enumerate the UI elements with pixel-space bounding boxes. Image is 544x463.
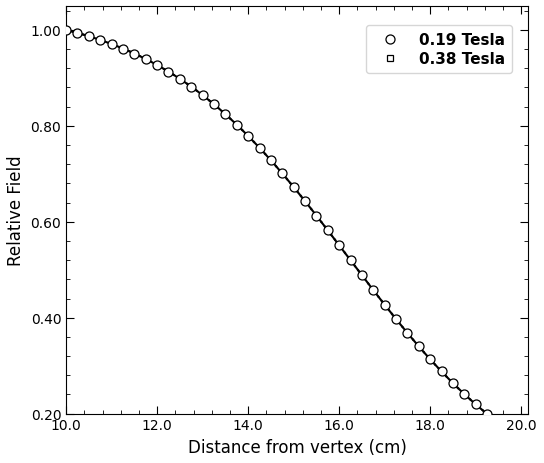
0.38 Tesla [518,436,524,441]
0.38 Tesla [256,146,263,151]
Legend: 0.19 Tesla, 0.38 Tesla: 0.19 Tesla, 0.38 Tesla [366,26,512,74]
0.19 Tesla [74,31,81,37]
0.19 Tesla [120,47,126,52]
0.38 Tesla [154,63,160,69]
Line: 0.38 Tesla: 0.38 Tesla [63,27,536,449]
0.19 Tesla [484,411,490,417]
0.38 Tesla [120,47,126,52]
0.38 Tesla [108,42,115,48]
Y-axis label: Relative Field: Relative Field [7,155,25,266]
0.38 Tesla [427,357,434,362]
0.19 Tesla [518,436,524,441]
0.19 Tesla [268,158,274,164]
0.19 Tesla [381,302,388,308]
0.19 Tesla [358,273,365,278]
0.19 Tesla [63,28,70,34]
0.38 Tesla [290,185,297,190]
0.38 Tesla [495,420,502,425]
0.19 Tesla [302,199,308,205]
0.19 Tesla [393,317,399,322]
0.19 Tesla [188,85,195,90]
0.38 Tesla [211,102,217,108]
0.19 Tesla [211,102,217,108]
0.38 Tesla [347,258,354,263]
0.38 Tesla [245,134,251,139]
0.19 Tesla [313,213,320,219]
0.19 Tesla [472,401,479,407]
0.38 Tesla [370,288,376,293]
0.38 Tesla [450,381,456,386]
0.38 Tesla [506,428,513,434]
0.19 Tesla [416,344,422,350]
0.38 Tesla [404,331,411,336]
0.19 Tesla [85,34,92,40]
0.38 Tesla [165,70,172,75]
0.19 Tesla [506,428,513,434]
0.38 Tesla [188,85,195,90]
0.38 Tesla [484,411,490,417]
0.38 Tesla [131,52,138,57]
0.38 Tesla [199,93,206,99]
0.19 Tesla [245,134,251,139]
0.38 Tesla [336,243,342,249]
X-axis label: Distance from vertex (cm): Distance from vertex (cm) [188,438,406,456]
0.38 Tesla [233,123,240,128]
0.19 Tesla [324,228,331,233]
0.19 Tesla [143,57,149,63]
0.38 Tesla [97,38,103,44]
0.19 Tesla [438,369,445,375]
0.38 Tesla [279,171,286,177]
0.19 Tesla [495,420,502,425]
0.38 Tesla [222,112,228,118]
0.19 Tesla [450,381,456,386]
0.19 Tesla [131,52,138,57]
0.38 Tesla [268,158,274,164]
0.19 Tesla [336,243,342,249]
0.38 Tesla [393,317,399,322]
0.19 Tesla [233,123,240,128]
0.19 Tesla [279,171,286,177]
0.38 Tesla [85,34,92,40]
0.38 Tesla [529,443,536,448]
0.19 Tesla [108,42,115,48]
0.19 Tesla [347,258,354,263]
0.38 Tesla [381,302,388,308]
0.38 Tesla [358,273,365,278]
0.19 Tesla [165,70,172,75]
0.19 Tesla [370,288,376,293]
0.38 Tesla [143,57,149,63]
0.19 Tesla [199,93,206,99]
Line: 0.19 Tesla: 0.19 Tesla [61,26,537,450]
0.38 Tesla [302,199,308,205]
0.38 Tesla [438,369,445,375]
0.38 Tesla [74,31,81,37]
0.19 Tesla [222,112,228,118]
0.19 Tesla [404,331,411,336]
0.38 Tesla [313,213,320,219]
0.19 Tesla [177,77,183,82]
0.19 Tesla [97,38,103,44]
0.19 Tesla [290,185,297,190]
0.38 Tesla [416,344,422,350]
0.38 Tesla [461,391,467,397]
0.19 Tesla [461,391,467,397]
0.19 Tesla [427,357,434,362]
0.19 Tesla [154,63,160,69]
0.19 Tesla [529,443,536,448]
0.38 Tesla [324,228,331,233]
0.38 Tesla [472,401,479,407]
0.19 Tesla [256,146,263,151]
0.38 Tesla [63,28,70,34]
0.38 Tesla [177,77,183,82]
